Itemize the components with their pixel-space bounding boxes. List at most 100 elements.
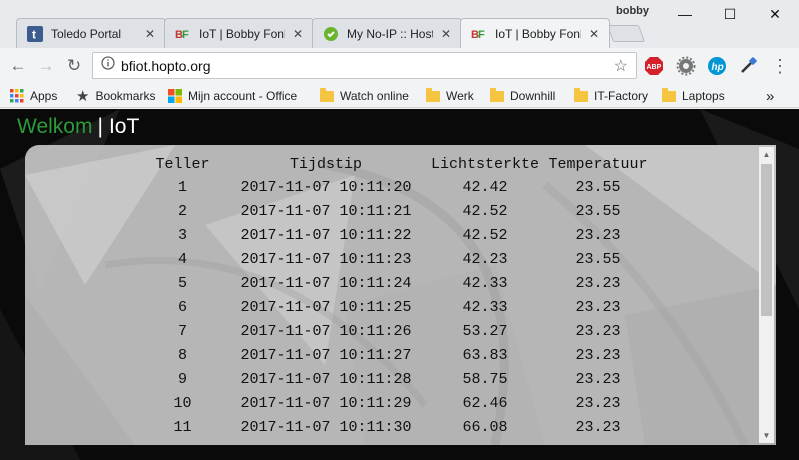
bookmark-label: Bookmarks (95, 89, 156, 103)
close-tab-icon[interactable]: ✕ (440, 26, 452, 41)
cell-teller: 9 (177, 370, 187, 388)
cell-teller: 3 (177, 226, 187, 244)
cell-tijdstip: 2017-11-07 10:11:30 (240, 418, 412, 436)
cell-temperatuur: 23.55 (575, 178, 621, 196)
bookmark-label: Laptops (682, 89, 725, 103)
scroll-up-arrow-icon[interactable]: ▲ (762, 150, 771, 159)
back-button[interactable]: ← (9, 56, 27, 75)
table-row: 11 2017-11-07 10:11:30 66.08 23.23 (140, 415, 653, 439)
toledo-t-icon: t (27, 25, 43, 42)
cell-lichtsterkte: 62.46 (462, 394, 508, 412)
address-bar[interactable]: bfiot.hopto.org ☆ (92, 52, 637, 79)
profile-name[interactable]: bobby (616, 5, 649, 17)
svg-text:F: F (478, 29, 485, 41)
close-tab-icon[interactable]: ✕ (588, 26, 600, 41)
bookmark-label: Werk (446, 89, 474, 103)
bookmark-watch-online[interactable]: Watch online (320, 87, 409, 105)
cell-tijdstip: 2017-11-07 10:11:27 (240, 346, 412, 364)
cell-tijdstip: 2017-11-07 10:11:28 (240, 370, 412, 388)
svg-text:B: B (175, 29, 183, 41)
column-header-lichtsterkte: Lichtsterkte (430, 155, 540, 173)
svg-text:F: F (182, 29, 189, 41)
cell-temperatuur: 23.23 (575, 394, 621, 412)
bookmarks-overflow-button[interactable]: » (766, 87, 775, 105)
reload-button[interactable]: ↻ (66, 56, 82, 75)
cell-teller: 7 (177, 322, 187, 340)
column-header-tijdstip: Tijdstip (289, 155, 362, 173)
panel-background-pattern (25, 145, 776, 445)
scroll-down-arrow-icon[interactable]: ▼ (762, 431, 771, 440)
page-heading: Welkom | IoT (17, 115, 139, 139)
forward-button[interactable]: → (37, 56, 55, 75)
table-row: 1 2017-11-07 10:11:20 42.42 23.55 (140, 175, 653, 199)
tab-toledo-portal[interactable]: t Toledo Portal ✕ (16, 18, 166, 48)
cell-lichtsterkte: 42.33 (462, 298, 508, 316)
tab-title: IoT | Bobby Fonk (495, 26, 581, 41)
bookmark-downhill[interactable]: Downhill (490, 87, 555, 105)
bookmark-label: Mijn account - Office (188, 89, 298, 103)
hp-icon[interactable]: hp (707, 56, 727, 76)
tab-my-no-ip[interactable]: My No-IP :: Host ✕ (312, 18, 462, 48)
cell-lichtsterkte: 42.42 (462, 178, 508, 196)
tab-title: Toledo Portal (51, 26, 122, 41)
bookmark-label: Apps (30, 89, 58, 103)
column-header-temperatuur: Temperatuur (548, 155, 648, 173)
cell-teller: 1 (177, 178, 187, 196)
bookmark-apps[interactable]: Apps (10, 87, 57, 105)
tab-title: My No-IP :: Host (347, 26, 433, 41)
bookmark-it-factory[interactable]: IT-Factory (574, 87, 648, 105)
scrollbar-thumb[interactable] (761, 164, 772, 316)
measurements-table: Teller Tijdstip Lichtsterkte Temperatuur… (140, 153, 653, 439)
bookmark-laptops[interactable]: Laptops (662, 87, 725, 105)
table-row: 9 2017-11-07 10:11:28 58.75 23.23 (140, 367, 653, 391)
cell-teller: 5 (177, 274, 187, 292)
minimize-button[interactable]: — (678, 6, 692, 22)
url-text[interactable]: bfiot.hopto.org (121, 57, 211, 74)
cell-teller: 10 (173, 394, 192, 412)
cell-lichtsterkte: 66.08 (462, 418, 508, 436)
cell-temperatuur: 23.23 (575, 274, 621, 292)
bookmark-label: Downhill (510, 89, 556, 103)
bookmark-label: IT-Factory (594, 89, 649, 103)
panel-scrollbar[interactable]: ▲ ▼ (759, 147, 774, 443)
new-tab-button[interactable] (606, 25, 646, 42)
tab-title: IoT | Bobby Fonk (199, 26, 285, 41)
table-row: 8 2017-11-07 10:11:27 63.83 23.23 (140, 343, 653, 367)
noip-icon (323, 26, 339, 42)
cell-teller: 6 (177, 298, 187, 316)
settings-gear-icon[interactable] (676, 56, 696, 76)
cell-temperatuur: 23.23 (575, 346, 621, 364)
column-header-teller: Teller (155, 155, 210, 173)
cell-tijdstip: 2017-11-07 10:11:26 (240, 322, 412, 340)
cell-lichtsterkte: 58.75 (462, 370, 508, 388)
cell-lichtsterkte: 63.83 (462, 346, 508, 364)
folder-icon (662, 87, 676, 102)
bookmark-bookmarks[interactable]: ★ Bookmarks (76, 87, 155, 105)
cell-tijdstip: 2017-11-07 10:11:24 (240, 274, 412, 292)
cell-tijdstip: 2017-11-07 10:11:23 (240, 250, 412, 268)
bookmark-mijn-account-office[interactable]: Mijn account - Office (168, 87, 297, 105)
bookmark-werk[interactable]: Werk (426, 87, 474, 105)
adblock-plus-icon[interactable]: ABP (644, 56, 664, 76)
bookmark-star-icon[interactable]: ☆ (613, 58, 628, 75)
browser-toolbar: ← → ↻ bfiot.hopto.org ☆ ABP hp ⋮ (0, 48, 799, 84)
eyedropper-icon[interactable] (738, 56, 758, 76)
close-window-button[interactable]: ✕ (769, 5, 781, 22)
cell-tijdstip: 2017-11-07 10:11:22 (240, 226, 412, 244)
heading-welcome: Welkom (17, 115, 93, 138)
table-row: 3 2017-11-07 10:11:22 42.52 23.23 (140, 223, 653, 247)
cell-temperatuur: 23.23 (575, 298, 621, 316)
cell-tijdstip: 2017-11-07 10:11:20 (240, 178, 412, 196)
menu-icon[interactable]: ⋮ (771, 55, 789, 76)
folder-icon (574, 87, 588, 102)
maximize-button[interactable]: ☐ (723, 5, 737, 22)
close-tab-icon[interactable]: ✕ (292, 26, 304, 41)
close-tab-icon[interactable]: ✕ (144, 26, 156, 41)
cell-lichtsterkte: 42.33 (462, 274, 508, 292)
info-icon[interactable] (101, 56, 115, 75)
